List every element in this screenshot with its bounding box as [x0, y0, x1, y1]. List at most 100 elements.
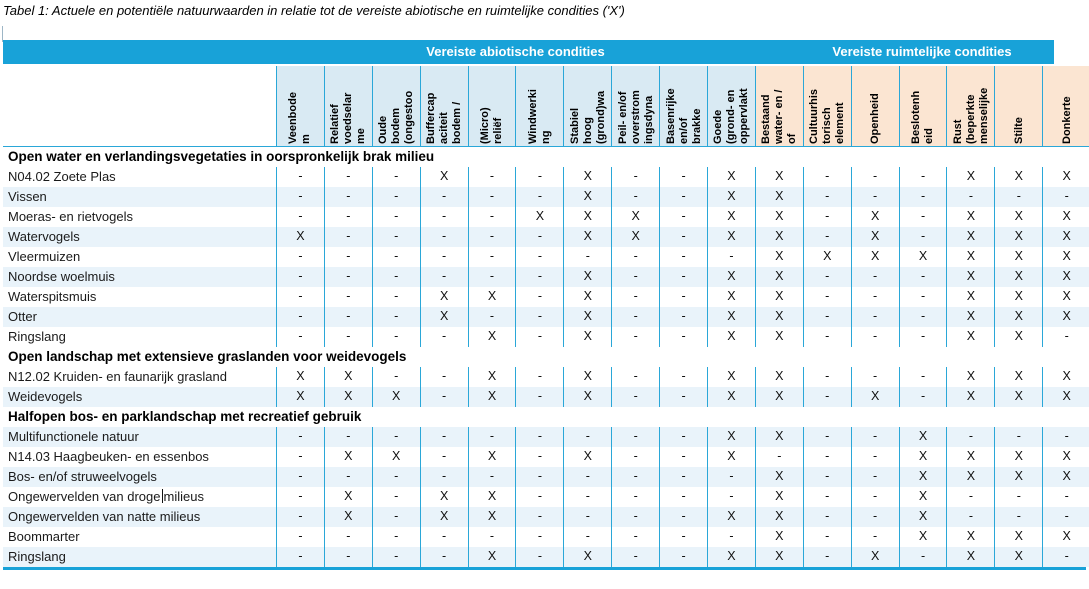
value-cell: -: [898, 167, 947, 187]
column-header: Basenrijke en/of brakke: [659, 66, 708, 146]
column-header-label: Cultuurhis torisch element: [807, 89, 846, 144]
value-cell: -: [1042, 187, 1089, 207]
value-cell: X: [754, 487, 803, 507]
value-cell: X: [1042, 467, 1089, 487]
column-header-label: Buffercap aciteit bodem /: [424, 92, 463, 144]
value-cell: -: [1042, 547, 1089, 567]
group-header-band: Vereiste abiotische condities Vereiste r…: [3, 40, 1054, 64]
column-header-label: Stabiel hoog (grond)wa: [568, 90, 607, 144]
value-cell: -: [802, 447, 851, 467]
table-row: N12.02 Kruiden- en faunarijk grasland X X -…: [3, 367, 1089, 387]
table-body: Open water en verlandingsvegetaties in o…: [3, 147, 1089, 567]
column-header: Stabiel hoog (grond)wa: [563, 66, 612, 146]
value-cell: -: [611, 247, 659, 267]
value-cell: -: [371, 427, 420, 447]
value-cell: X: [707, 447, 755, 467]
column-header-label: (Micro) reliëf: [479, 107, 504, 144]
value-cell: -: [276, 507, 324, 527]
value-cell: -: [276, 467, 324, 487]
value-cell: -: [850, 367, 899, 387]
value-cell: -: [850, 167, 899, 187]
group-header-abiotic: Vereiste abiotische condities: [426, 44, 605, 59]
table-row: Ringslang - - - - X - X - - X X - - - X X -: [3, 327, 1089, 347]
value-cell: -: [371, 187, 420, 207]
value-cell: -: [276, 167, 324, 187]
value-cell: X: [323, 387, 372, 407]
column-header: Bestaand water- en / of: [754, 66, 803, 146]
value-cell: -: [754, 447, 803, 467]
value-cell: -: [419, 267, 468, 287]
value-cell: -: [563, 527, 611, 547]
value-cell: X: [994, 447, 1042, 467]
value-cell: X: [563, 307, 611, 327]
value-cell: X: [994, 467, 1042, 487]
value-cell: -: [371, 167, 420, 187]
row-label: Watervogels: [8, 229, 80, 244]
value-cell: X: [707, 547, 755, 567]
value-cell: -: [946, 487, 994, 507]
value-cell: -: [659, 547, 707, 567]
value-cell: -: [659, 367, 707, 387]
value-cell: -: [898, 207, 947, 227]
value-cell: X: [323, 487, 372, 507]
value-cell: -: [850, 187, 899, 207]
value-cell: X: [371, 447, 420, 467]
value-cell: X: [946, 207, 994, 227]
section-row: Halfopen bos- en parklandschap met recre…: [3, 407, 1089, 427]
row-label-column-spacer: [3, 66, 276, 146]
value-cell: -: [802, 547, 851, 567]
inline-text-cursor: [161, 489, 163, 503]
row-label: Otter: [8, 309, 37, 324]
value-cell: -: [276, 527, 324, 547]
value-cell: -: [467, 267, 516, 287]
value-cell: -: [659, 267, 707, 287]
value-cell: -: [659, 387, 707, 407]
value-cell: X: [946, 287, 994, 307]
value-cell: X: [707, 267, 755, 287]
value-cell: X: [611, 207, 659, 227]
value-cell: -: [515, 387, 563, 407]
value-cell: -: [371, 327, 420, 347]
value-cell: X: [467, 487, 516, 507]
row-label: N12.02 Kruiden- en faunarijk grasland: [8, 369, 227, 384]
value-cell: X: [754, 387, 803, 407]
value-cell: -: [611, 287, 659, 307]
value-cell: -: [563, 487, 611, 507]
value-cell: X: [754, 307, 803, 327]
value-cell: X: [515, 207, 563, 227]
column-header: Goede (grond- en oppervlakt: [707, 66, 755, 146]
value-cell: X: [419, 307, 468, 327]
column-header-label: Goede (grond- en oppervlakt: [711, 88, 750, 144]
value-cell: -: [419, 387, 468, 407]
value-cell: X: [467, 387, 516, 407]
value-cell: X: [563, 367, 611, 387]
column-header: Stilte: [994, 66, 1043, 146]
value-cell: -: [802, 267, 851, 287]
value-cell: X: [276, 367, 324, 387]
value-cell: X: [1042, 247, 1089, 267]
group-header-spatial: Vereiste ruimtelijke condities: [832, 44, 1012, 59]
value-cell: -: [419, 427, 468, 447]
value-cell: X: [946, 387, 994, 407]
value-cell: -: [898, 387, 947, 407]
value-cell: -: [323, 227, 372, 247]
value-cell: -: [611, 547, 659, 567]
value-cell: X: [467, 547, 516, 567]
value-cell: -: [371, 307, 420, 327]
table-row: Moeras- en rietvogels - - - - - X X X - X X - X - X X X: [3, 207, 1089, 227]
value-cell: -: [611, 427, 659, 447]
value-cell: -: [276, 207, 324, 227]
row-label: Ringslang: [8, 329, 66, 344]
column-header: Oude bodem (ongestoo: [371, 66, 420, 146]
value-cell: X: [754, 227, 803, 247]
value-cell: -: [515, 367, 563, 387]
value-cell: -: [467, 427, 516, 447]
column-header: Windwerki ng: [515, 66, 564, 146]
value-cell: -: [323, 307, 372, 327]
value-cell: X: [419, 287, 468, 307]
value-cell: -: [802, 187, 851, 207]
value-cell: -: [515, 267, 563, 287]
value-cell: X: [946, 527, 994, 547]
table-bottom-border: [3, 567, 1086, 570]
